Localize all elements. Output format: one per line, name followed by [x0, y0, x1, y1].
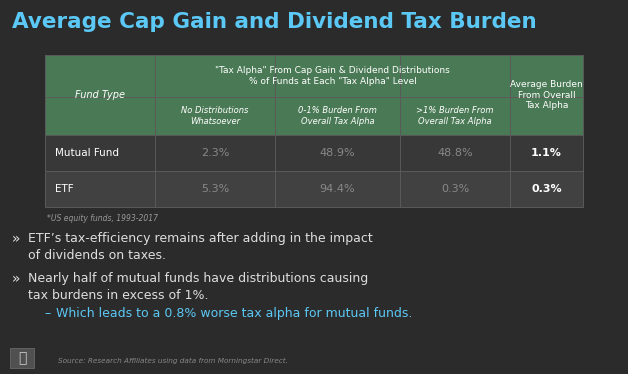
Text: Ⓜ: Ⓜ	[18, 351, 26, 365]
Text: >1% Burden From
Overall Tax Alpha: >1% Burden From Overall Tax Alpha	[416, 106, 494, 126]
Bar	[45, 55, 583, 207]
Text: 48.8%: 48.8%	[437, 148, 473, 158]
Bar	[45, 135, 583, 171]
Bar	[45, 171, 583, 207]
Text: *US equity funds, 1993-2017: *US equity funds, 1993-2017	[47, 214, 158, 223]
Text: Mutual Fund: Mutual Fund	[55, 148, 119, 158]
Text: –: –	[44, 307, 50, 320]
Text: 0.3%: 0.3%	[531, 184, 562, 194]
Text: Which leads to a 0.8% worse tax alpha for mutual funds.: Which leads to a 0.8% worse tax alpha fo…	[56, 307, 413, 320]
Text: 5.3%: 5.3%	[201, 184, 229, 194]
Text: »: »	[12, 232, 21, 246]
Text: 48.9%: 48.9%	[320, 148, 355, 158]
Bar	[10, 348, 34, 368]
Bar	[45, 55, 583, 207]
Text: Source: Research Affiliates using data from Morningstar Direct.: Source: Research Affiliates using data f…	[58, 358, 288, 364]
Text: Nearly half of mutual funds have distributions causing
tax burdens in excess of : Nearly half of mutual funds have distrib…	[28, 272, 368, 302]
Text: ETF’s tax-efficiency remains after adding in the impact
of dividends on taxes.: ETF’s tax-efficiency remains after addin…	[28, 232, 373, 262]
Text: Fund Type: Fund Type	[75, 90, 125, 100]
Text: Average Cap Gain and Dividend Tax Burden: Average Cap Gain and Dividend Tax Burden	[12, 12, 536, 32]
Text: "Tax Alpha" From Cap Gain & Dividend Distributions
% of Funds at Each "Tax Alpha: "Tax Alpha" From Cap Gain & Dividend Dis…	[215, 66, 450, 86]
Text: ETF: ETF	[55, 184, 73, 194]
Text: 0-1% Burden From
Overall Tax Alpha: 0-1% Burden From Overall Tax Alpha	[298, 106, 377, 126]
Text: 1.1%: 1.1%	[531, 148, 562, 158]
Text: 94.4%: 94.4%	[320, 184, 355, 194]
Text: »: »	[12, 272, 21, 286]
Text: 0.3%: 0.3%	[441, 184, 469, 194]
Text: Average Burden
From Overall
Tax Alpha: Average Burden From Overall Tax Alpha	[510, 80, 583, 110]
Text: 2.3%: 2.3%	[201, 148, 229, 158]
Text: No Distributions
Whatsoever: No Distributions Whatsoever	[181, 106, 249, 126]
